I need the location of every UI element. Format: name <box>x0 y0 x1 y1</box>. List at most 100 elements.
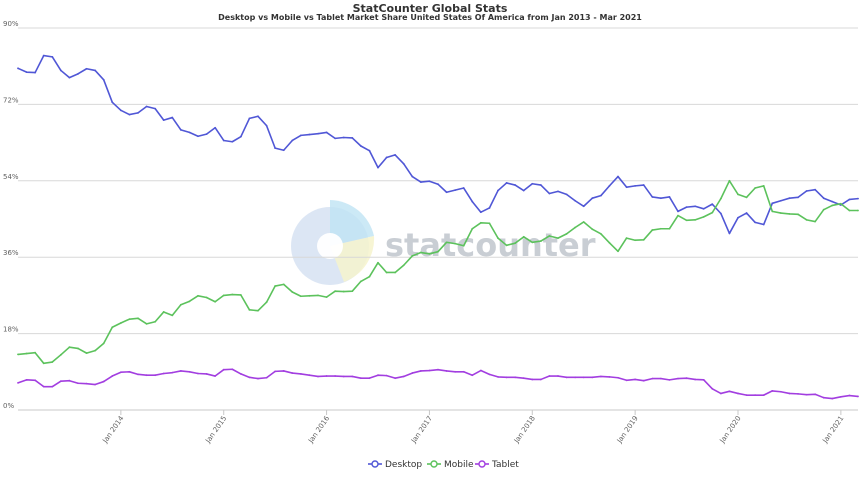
data-point-mobile[interactable] <box>419 251 422 254</box>
data-point-mobile[interactable] <box>642 238 645 241</box>
data-point-mobile[interactable] <box>137 317 139 320</box>
data-point-tablet[interactable] <box>591 376 594 379</box>
data-point-tablet[interactable] <box>539 378 542 381</box>
data-point-tablet[interactable] <box>702 378 705 381</box>
data-point-tablet[interactable] <box>514 376 517 379</box>
data-point-tablet[interactable] <box>188 370 191 373</box>
data-point-desktop[interactable] <box>128 113 131 116</box>
data-point-desktop[interactable] <box>25 71 28 74</box>
data-point-tablet[interactable] <box>574 376 577 379</box>
legend-item-desktop[interactable]: Desktop <box>368 460 422 470</box>
data-point-tablet[interactable] <box>239 373 242 375</box>
data-point-desktop[interactable] <box>179 128 182 131</box>
data-point-tablet[interactable] <box>119 371 122 374</box>
data-point-desktop[interactable] <box>505 182 508 184</box>
data-point-tablet[interactable] <box>85 382 88 385</box>
data-point-mobile[interactable] <box>702 215 705 218</box>
data-point-tablet[interactable] <box>171 371 174 374</box>
data-point-mobile[interactable] <box>565 232 568 235</box>
data-point-tablet[interactable] <box>831 397 834 400</box>
data-point-desktop[interactable] <box>317 132 319 135</box>
data-point-tablet[interactable] <box>59 380 62 383</box>
data-point-mobile[interactable] <box>119 322 122 324</box>
data-point-desktop[interactable] <box>342 136 345 139</box>
data-point-mobile[interactable] <box>257 309 259 312</box>
data-point-mobile[interactable] <box>737 193 739 196</box>
data-point-mobile[interactable] <box>308 294 311 297</box>
data-point-mobile[interactable] <box>497 237 499 240</box>
data-point-tablet[interactable] <box>308 374 311 377</box>
data-point-mobile[interactable] <box>42 362 45 365</box>
data-point-mobile[interactable] <box>685 219 688 222</box>
data-point-desktop[interactable] <box>694 205 697 208</box>
data-point-tablet[interactable] <box>377 374 379 377</box>
data-point-desktop[interactable] <box>728 232 731 235</box>
data-point-desktop[interactable] <box>702 207 705 210</box>
data-point-tablet[interactable] <box>145 374 148 377</box>
data-point-desktop[interactable] <box>282 149 285 152</box>
data-point-desktop[interactable] <box>231 140 234 143</box>
data-point-mobile[interactable] <box>394 271 397 274</box>
data-point-tablet[interactable] <box>762 394 765 397</box>
data-point-tablet[interactable] <box>402 375 405 378</box>
data-point-mobile[interactable] <box>488 222 491 225</box>
data-point-mobile[interactable] <box>839 202 842 205</box>
data-point-mobile[interactable] <box>282 283 285 286</box>
data-point-mobile[interactable] <box>377 261 379 264</box>
data-point-mobile[interactable] <box>351 290 354 293</box>
data-point-tablet[interactable] <box>505 376 508 379</box>
data-point-mobile[interactable] <box>385 271 388 274</box>
data-point-tablet[interactable] <box>265 376 268 379</box>
data-point-mobile[interactable] <box>239 294 242 296</box>
data-point-tablet[interactable] <box>394 377 397 380</box>
legend-item-tablet[interactable]: Tablet <box>475 460 519 470</box>
data-point-mobile[interactable] <box>111 326 114 329</box>
data-point-tablet[interactable] <box>737 392 739 395</box>
data-point-mobile[interactable] <box>325 296 328 298</box>
data-point-mobile[interactable] <box>797 213 799 216</box>
data-point-tablet[interactable] <box>677 377 679 380</box>
data-point-mobile[interactable] <box>505 244 508 247</box>
data-point-mobile[interactable] <box>479 221 482 224</box>
data-point-tablet[interactable] <box>814 393 817 396</box>
data-point-tablet[interactable] <box>248 376 251 379</box>
data-point-tablet[interactable] <box>685 377 688 380</box>
data-point-tablet[interactable] <box>214 375 217 377</box>
data-point-mobile[interactable] <box>411 255 414 257</box>
data-point-tablet[interactable] <box>548 375 551 377</box>
data-point-mobile[interactable] <box>402 264 405 267</box>
data-point-desktop[interactable] <box>497 189 499 192</box>
data-point-mobile[interactable] <box>522 235 525 238</box>
data-point-desktop[interactable] <box>445 191 448 194</box>
data-point-desktop[interactable] <box>788 197 791 200</box>
data-point-desktop[interactable] <box>762 223 765 226</box>
data-point-desktop[interactable] <box>205 133 208 136</box>
data-point-tablet[interactable] <box>274 370 277 373</box>
data-point-mobile[interactable] <box>34 351 37 354</box>
data-point-desktop[interactable] <box>771 202 774 205</box>
data-point-mobile[interactable] <box>85 352 88 355</box>
series-line-mobile[interactable] <box>17 180 858 365</box>
data-point-desktop[interactable] <box>685 206 688 209</box>
data-point-desktop[interactable] <box>822 197 825 200</box>
data-point-tablet[interactable] <box>771 390 774 392</box>
data-point-tablet[interactable] <box>531 378 534 381</box>
data-point-desktop[interactable] <box>351 137 354 139</box>
data-point-tablet[interactable] <box>334 375 337 377</box>
data-point-desktop[interactable] <box>634 184 637 187</box>
data-point-desktop[interactable] <box>608 184 611 187</box>
data-point-desktop[interactable] <box>668 196 671 198</box>
data-point-tablet[interactable] <box>291 372 294 374</box>
data-point-tablet[interactable] <box>805 393 808 396</box>
data-point-mobile[interactable] <box>428 252 431 255</box>
data-point-tablet[interactable] <box>77 382 79 385</box>
data-point-mobile[interactable] <box>231 293 234 296</box>
data-point-mobile[interactable] <box>162 311 165 313</box>
data-point-mobile[interactable] <box>668 227 671 230</box>
data-point-desktop[interactable] <box>677 210 679 213</box>
data-point-desktop[interactable] <box>419 181 422 183</box>
data-point-tablet[interactable] <box>719 392 722 395</box>
data-point-tablet[interactable] <box>222 368 225 371</box>
data-point-mobile[interactable] <box>197 294 199 297</box>
data-point-tablet[interactable] <box>299 373 302 375</box>
